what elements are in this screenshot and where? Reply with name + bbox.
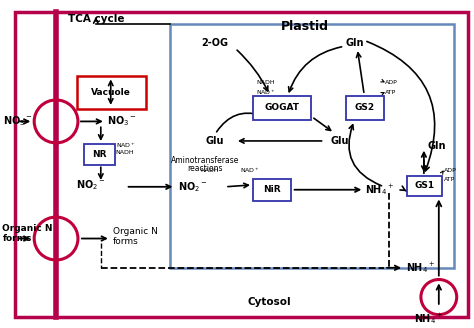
Text: ATP: ATP bbox=[444, 177, 455, 182]
Text: Glu: Glu bbox=[206, 136, 224, 146]
Text: NADH: NADH bbox=[201, 168, 219, 173]
Text: NH$_4$$^+$: NH$_4$$^+$ bbox=[406, 260, 435, 275]
Text: Organic N: Organic N bbox=[2, 224, 53, 233]
Text: GS2: GS2 bbox=[355, 103, 375, 112]
Text: Plastid: Plastid bbox=[281, 20, 328, 33]
Text: TCA cycle: TCA cycle bbox=[68, 14, 124, 24]
Text: forms: forms bbox=[113, 237, 138, 246]
Text: Vacuole: Vacuole bbox=[91, 88, 131, 97]
Text: ADP: ADP bbox=[385, 80, 398, 85]
Text: GS1: GS1 bbox=[415, 181, 435, 190]
Text: NAD$^+$: NAD$^+$ bbox=[240, 166, 260, 175]
Text: NiR: NiR bbox=[264, 185, 281, 194]
FancyBboxPatch shape bbox=[254, 95, 311, 120]
Text: 2-OG: 2-OG bbox=[201, 38, 228, 48]
Text: NO$_3$$^-$: NO$_3$$^-$ bbox=[107, 114, 137, 128]
FancyBboxPatch shape bbox=[170, 24, 454, 268]
Text: Aminotransferase: Aminotransferase bbox=[171, 156, 239, 165]
Text: NAD$^+$: NAD$^+$ bbox=[116, 141, 136, 150]
Text: ADP: ADP bbox=[444, 168, 456, 173]
Text: ATP: ATP bbox=[385, 90, 396, 95]
Text: NADH: NADH bbox=[116, 150, 134, 155]
Text: NADH: NADH bbox=[256, 80, 274, 85]
Text: Gln: Gln bbox=[428, 141, 446, 151]
Text: forms: forms bbox=[2, 234, 32, 243]
FancyBboxPatch shape bbox=[408, 175, 442, 196]
FancyBboxPatch shape bbox=[84, 144, 115, 165]
Text: Cytosol: Cytosol bbox=[248, 297, 292, 307]
Text: NO$_2$$^-$: NO$_2$$^-$ bbox=[178, 180, 208, 194]
Text: NH$_4$$^+$: NH$_4$$^+$ bbox=[365, 182, 394, 197]
Text: Glu: Glu bbox=[330, 136, 349, 146]
FancyBboxPatch shape bbox=[254, 178, 291, 201]
Text: GOGAT: GOGAT bbox=[265, 103, 300, 112]
Text: Organic N: Organic N bbox=[113, 227, 158, 236]
Text: NR: NR bbox=[92, 150, 107, 159]
Text: Gln: Gln bbox=[345, 38, 364, 48]
Text: NO$_3$$^-$: NO$_3$$^-$ bbox=[3, 114, 33, 128]
Text: NO$_2$$^-$: NO$_2$$^-$ bbox=[76, 178, 106, 192]
FancyBboxPatch shape bbox=[77, 75, 146, 109]
FancyBboxPatch shape bbox=[346, 95, 383, 120]
Text: NAD$^+$: NAD$^+$ bbox=[256, 88, 276, 96]
Text: reactions: reactions bbox=[187, 164, 223, 173]
Text: NH$_4$$^+$: NH$_4$$^+$ bbox=[414, 311, 443, 326]
